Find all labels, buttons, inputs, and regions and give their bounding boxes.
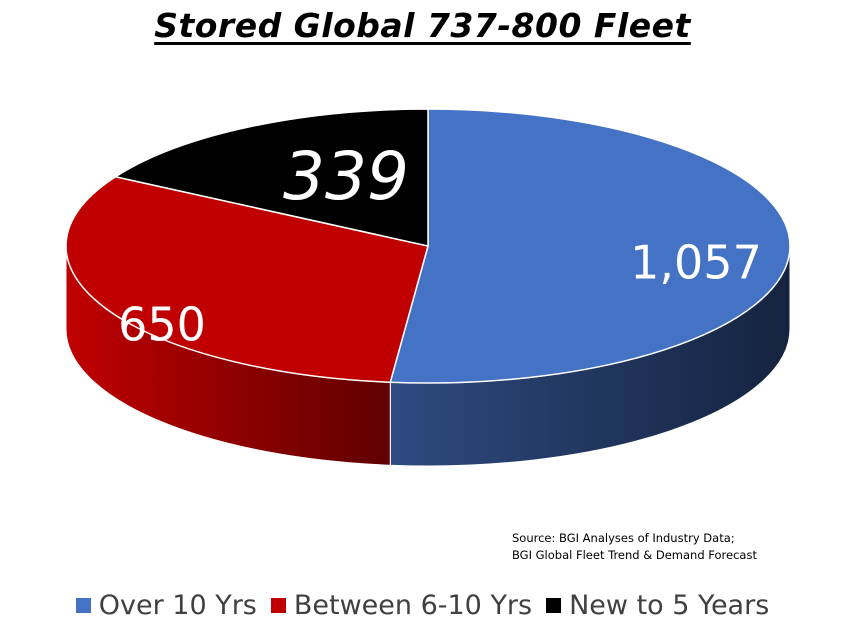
data-label-6-10: 650 [118, 298, 206, 352]
legend-item-new-5: New to 5 Years [546, 590, 769, 621]
pie-slice-new-5 [114, 108, 429, 247]
source-line-1: Source: BGI Analyses of Industry Data; [512, 531, 735, 545]
pie-labels: 1,057 650 339 [118, 138, 762, 351]
legend-swatch-new-5 [546, 598, 562, 613]
data-label-new-5: 339 [283, 138, 409, 215]
data-label-over-10: 1,057 [630, 236, 762, 290]
source-line-2: BGI Global Fleet Trend & Demand Forecast [512, 548, 757, 562]
legend: Over 10 Yrs Between 6-10 Yrs New to 5 Ye… [0, 590, 845, 621]
chart-title: Stored Global 737-800 Fleet [154, 6, 691, 45]
pie-top [65, 108, 791, 384]
legend-swatch-over-10 [75, 598, 91, 613]
pie-slice-6-10 [65, 176, 429, 384]
legend-item-6-10: Between 6-10 Yrs [270, 590, 533, 621]
source-note: Source: BGI Analyses of Industry Data; B… [512, 530, 757, 564]
legend-swatch-6-10 [270, 598, 286, 613]
legend-label-6-10: Between 6-10 Yrs [293, 590, 533, 621]
legend-label-over-10: Over 10 Yrs [98, 590, 257, 621]
legend-label-new-5: New to 5 Years [569, 590, 770, 621]
pie-slice-over-10 [389, 108, 791, 384]
legend-item-over-10: Over 10 Yrs [75, 590, 257, 621]
